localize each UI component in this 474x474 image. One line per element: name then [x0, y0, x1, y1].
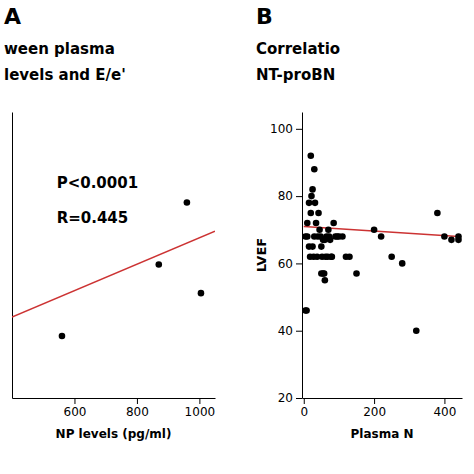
tick-mark — [304, 398, 305, 404]
point — [329, 253, 336, 260]
tick-mark — [296, 129, 302, 130]
tick: 600 — [64, 398, 87, 419]
point — [353, 270, 360, 277]
point — [325, 226, 332, 233]
y-axis — [12, 113, 13, 399]
point — [184, 199, 191, 206]
tick-mark — [296, 398, 302, 399]
tick: 1000 — [185, 398, 216, 419]
tick-label: 100 — [270, 122, 293, 136]
point — [59, 333, 66, 340]
point — [316, 226, 323, 233]
x-axis-title: NP levels (pg/ml) — [56, 427, 172, 441]
point — [311, 166, 318, 173]
tick-label: 60 — [278, 257, 293, 271]
tick-label: 0 — [300, 405, 308, 419]
point — [322, 277, 329, 284]
tick-label: 20 — [278, 391, 293, 405]
point — [388, 253, 395, 260]
point — [441, 233, 448, 240]
tick: 20 — [278, 391, 302, 405]
tick-label: 600 — [64, 405, 87, 419]
tick: 800 — [126, 398, 149, 419]
tick-mark — [74, 398, 75, 404]
point — [328, 253, 335, 260]
tick: 0 — [300, 398, 308, 419]
tick-mark — [137, 398, 138, 404]
figure: Aween plasmalevels and E/e'6008001000NP … — [0, 0, 474, 474]
point — [303, 307, 310, 314]
axis-line — [302, 113, 303, 399]
point — [315, 210, 322, 217]
tick-mark — [296, 331, 302, 332]
tick-label: 800 — [126, 405, 149, 419]
tick: 60 — [278, 257, 302, 271]
point — [307, 152, 314, 159]
annotation: P<0.0001 — [57, 174, 138, 192]
tick-mark — [296, 196, 302, 197]
tick-mark — [444, 398, 445, 404]
point — [318, 243, 325, 250]
tick-mark — [199, 398, 200, 404]
panel: B Correlatio NT-proBN 0 200 400 20 40 60 80 100 Pla… — [254, 4, 463, 441]
fit-line — [12, 231, 215, 317]
title: levels and E/e' — [4, 66, 126, 84]
point — [455, 233, 462, 240]
point — [198, 290, 205, 297]
tick-label: 200 — [363, 405, 386, 419]
title: ween plasma — [4, 40, 115, 58]
point — [378, 233, 385, 240]
tick-label: 40 — [278, 324, 293, 338]
panel: Aween plasma levels and E/e' 600 800 1000 NP … — [4, 4, 216, 441]
panel-label: B — [256, 4, 273, 29]
plot-area — [302, 152, 462, 334]
axis-line — [13, 398, 216, 399]
tick-label: 400 — [433, 405, 456, 419]
tick: 100 — [270, 122, 302, 136]
point — [309, 243, 316, 250]
tick: 80 — [278, 189, 302, 203]
panel-label: A — [4, 4, 21, 29]
point — [448, 237, 455, 244]
plot-area — [12, 199, 215, 339]
point — [304, 220, 311, 227]
point — [313, 220, 320, 227]
axis-line — [303, 398, 463, 399]
point — [155, 261, 162, 268]
x-axis: 0 200 400 — [300, 398, 462, 419]
title: NT-proBN — [256, 66, 335, 84]
point — [312, 200, 319, 207]
x-axis-title: Plasma N — [351, 427, 414, 441]
tick-label: 1000 — [185, 405, 216, 419]
tick-mark — [374, 398, 375, 404]
point — [434, 210, 441, 217]
y-axis: 20 40 60 80 100 — [270, 113, 302, 406]
tick-label: 80 — [278, 189, 293, 203]
point — [413, 327, 420, 334]
tick: 40 — [278, 324, 302, 338]
point — [399, 260, 406, 267]
x-axis: 600 800 1000 — [13, 398, 216, 419]
point — [371, 226, 378, 233]
axis-line — [12, 113, 13, 399]
point — [307, 210, 314, 217]
point — [304, 233, 311, 240]
point — [339, 233, 346, 240]
point — [309, 186, 316, 193]
point — [321, 270, 328, 277]
title: Correlatio — [256, 40, 340, 58]
point — [308, 193, 315, 200]
point — [346, 253, 353, 260]
point — [306, 200, 313, 207]
tick: 200 — [363, 398, 386, 419]
y-axis-title: LVEF — [254, 238, 269, 272]
tick-mark — [296, 263, 302, 264]
point — [330, 220, 337, 227]
tick: 400 — [433, 398, 456, 419]
annotation: R=0.445 — [57, 209, 129, 227]
